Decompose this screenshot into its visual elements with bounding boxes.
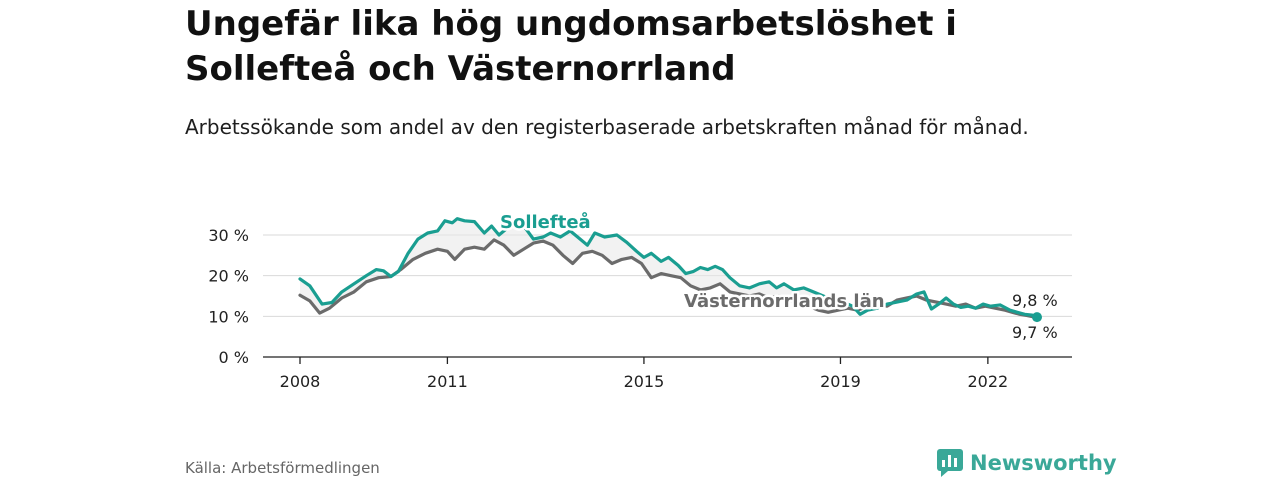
- newsworthy-logo-icon: [937, 449, 963, 477]
- end-label-vasternorrland: 9,7 %: [1012, 323, 1058, 342]
- chart-title: Ungefär lika hög ungdomsarbetslöshet i S…: [185, 4, 957, 89]
- series-lines: [298, 217, 1042, 323]
- x-tick-label: 2022: [968, 372, 1009, 391]
- x-tick-label: 2019: [820, 372, 861, 391]
- y-tick-label: 10 %: [208, 307, 249, 326]
- difference-band: [300, 218, 1037, 318]
- series-line-solleftea: [298, 217, 1039, 319]
- series-label-solleftea: Sollefteå: [500, 211, 591, 233]
- x-tick-label: 2008: [280, 372, 321, 391]
- y-tick-label: 20 %: [208, 267, 249, 286]
- brand-logo: Newsworthy: [937, 449, 1117, 477]
- y-tick-label: 30 %: [208, 226, 249, 245]
- series-line-vasternorrland: [298, 238, 1039, 320]
- y-tick-label: 0 %: [219, 348, 249, 367]
- x-tick-label: 2015: [624, 372, 665, 391]
- chart-subtitle: Arbetssökande som andel av den registerb…: [185, 115, 1029, 139]
- end-label-solleftea: 9,8 %: [1012, 291, 1058, 310]
- y-axis: 0 % 10 % 20 % 30 %: [208, 226, 249, 367]
- series-label-vasternorrland: Västernorrlands län: [684, 291, 885, 312]
- x-tick-label: 2011: [427, 372, 468, 391]
- series-labels: Sollefteå Västernorrlands län 9,8 % 9,7 %: [498, 209, 1061, 345]
- series-end-dot: [1032, 312, 1042, 323]
- source-note: Källa: Arbetsförmedlingen: [185, 459, 380, 477]
- brand-name: Newsworthy: [970, 451, 1117, 475]
- x-axis: 2008 2011 2015 2019 2022: [280, 357, 1009, 391]
